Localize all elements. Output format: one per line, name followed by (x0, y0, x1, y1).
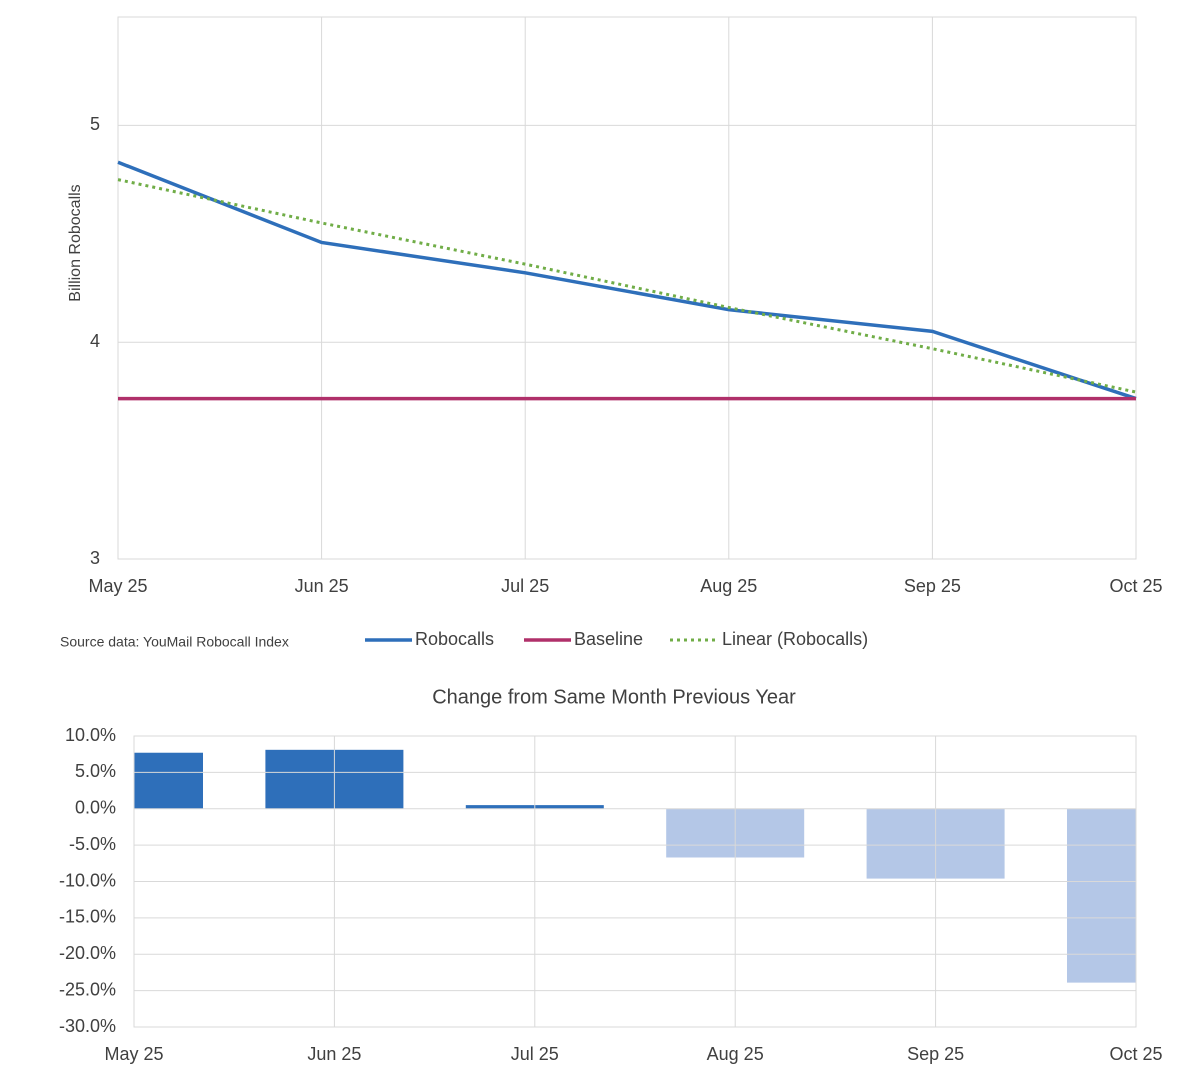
x-tick-label: May 25 (104, 1044, 163, 1064)
legend-label: Robocalls (415, 629, 494, 649)
x-tick-label: May 25 (88, 576, 147, 596)
legend-label: Baseline (574, 629, 643, 649)
source-note: Source data: YouMail Robocall Index (60, 634, 289, 650)
chart-title: Change from Same Month Previous Year (432, 686, 796, 708)
legend-label: Linear (Robocalls) (722, 629, 868, 649)
y-tick-label: 4 (90, 331, 100, 351)
series-line (117, 160, 1137, 401)
y-tick-label: 3 (90, 548, 100, 568)
y-tick-label: 10.0% (65, 725, 116, 745)
y-axis-label: Billion Robocalls (67, 184, 84, 301)
y-tick-label: 0.0% (75, 798, 116, 818)
y-tick-label: -15.0% (59, 907, 116, 927)
x-tick-label: Sep 25 (904, 576, 961, 596)
x-tick-label: Jul 25 (511, 1044, 559, 1064)
bar-group (134, 749, 1136, 983)
y-tick-label: -5.0% (69, 834, 116, 854)
series-line (117, 178, 1137, 394)
y-tick-label: -25.0% (59, 979, 116, 999)
plot-area (117, 16, 1137, 560)
x-tick-label: Aug 25 (700, 576, 757, 596)
x-tick-label: Jul 25 (501, 576, 549, 596)
y-tick-label: 5.0% (75, 761, 116, 781)
y-tick-label: -10.0% (59, 870, 116, 890)
bar (134, 752, 203, 809)
x-tick-label: Oct 25 (1109, 576, 1162, 596)
x-tick-label: Aug 25 (707, 1044, 764, 1064)
x-tick-label: Jun 25 (307, 1044, 361, 1064)
y-tick-label: -30.0% (59, 1016, 116, 1036)
y-tick-label: 5 (90, 114, 100, 134)
bar (1067, 808, 1136, 983)
x-tick-label: Sep 25 (907, 1044, 964, 1064)
x-tick-label: Jun 25 (295, 576, 349, 596)
y-tick-label: -20.0% (59, 943, 116, 963)
x-tick-label: Oct 25 (1109, 1044, 1162, 1064)
